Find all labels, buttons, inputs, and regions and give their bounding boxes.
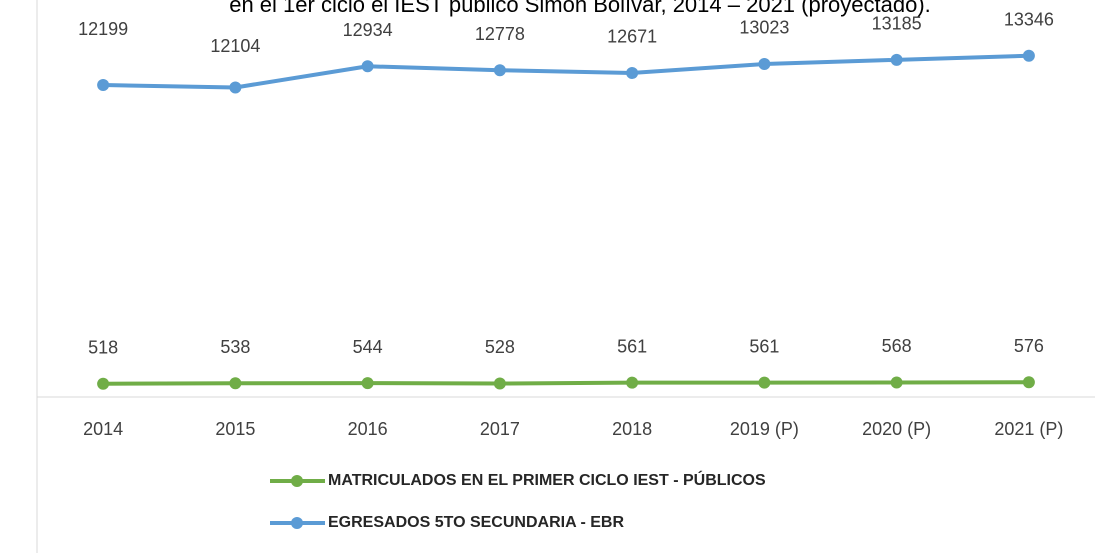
data-point (626, 376, 639, 389)
x-tick-label: 2021 (P) (994, 419, 1063, 439)
data-label: 561 (749, 336, 779, 356)
data-label: 13023 (739, 18, 789, 38)
legend-label: MATRICULADOS EN EL PRIMER CICLO IEST - P… (328, 470, 766, 489)
chart-title: en el 1er ciclo el IEST público Simón Bo… (229, 0, 931, 17)
data-label: 13185 (872, 14, 922, 34)
series-line (103, 53, 1029, 90)
legend-label: EGRESADOS 5TO SECUNDARIA - EBR (328, 514, 624, 531)
data-point (890, 53, 903, 66)
data-label: 518 (88, 338, 118, 358)
data-point (1022, 376, 1035, 389)
data-point (97, 377, 110, 390)
legend-marker (291, 475, 303, 487)
data-point (493, 64, 506, 77)
x-tick-label: 2019 (P) (730, 419, 799, 439)
data-point (1022, 49, 1035, 62)
data-label: 12671 (607, 27, 657, 47)
legend-marker (291, 517, 303, 529)
data-point (890, 376, 903, 389)
data-point (758, 376, 771, 389)
x-tick-label: 2018 (612, 419, 652, 439)
data-label: 12104 (210, 36, 260, 56)
data-label: 12934 (343, 20, 393, 40)
data-point (229, 81, 242, 94)
data-label: 568 (882, 336, 912, 356)
data-label: 12199 (78, 19, 128, 39)
x-tick-label: 2014 (83, 419, 123, 439)
x-tick-label: 2016 (348, 419, 388, 439)
data-point (361, 377, 374, 390)
x-tick-label: 2015 (215, 419, 255, 439)
data-label: 13346 (1004, 9, 1054, 29)
data-label: 538 (220, 337, 250, 357)
data-label: 544 (353, 337, 383, 357)
data-point (361, 60, 374, 73)
data-point (229, 377, 242, 390)
data-point (626, 66, 639, 79)
data-point (97, 79, 110, 92)
data-point (758, 57, 771, 70)
x-tick-label: 2020 (P) (862, 419, 931, 439)
series-line (103, 380, 1029, 386)
data-label: 528 (485, 337, 515, 357)
data-label: 576 (1014, 336, 1044, 356)
data-label: 12778 (475, 24, 525, 44)
data-label: 561 (617, 336, 647, 356)
data-point (493, 377, 506, 390)
x-tick-label: 2017 (480, 419, 520, 439)
